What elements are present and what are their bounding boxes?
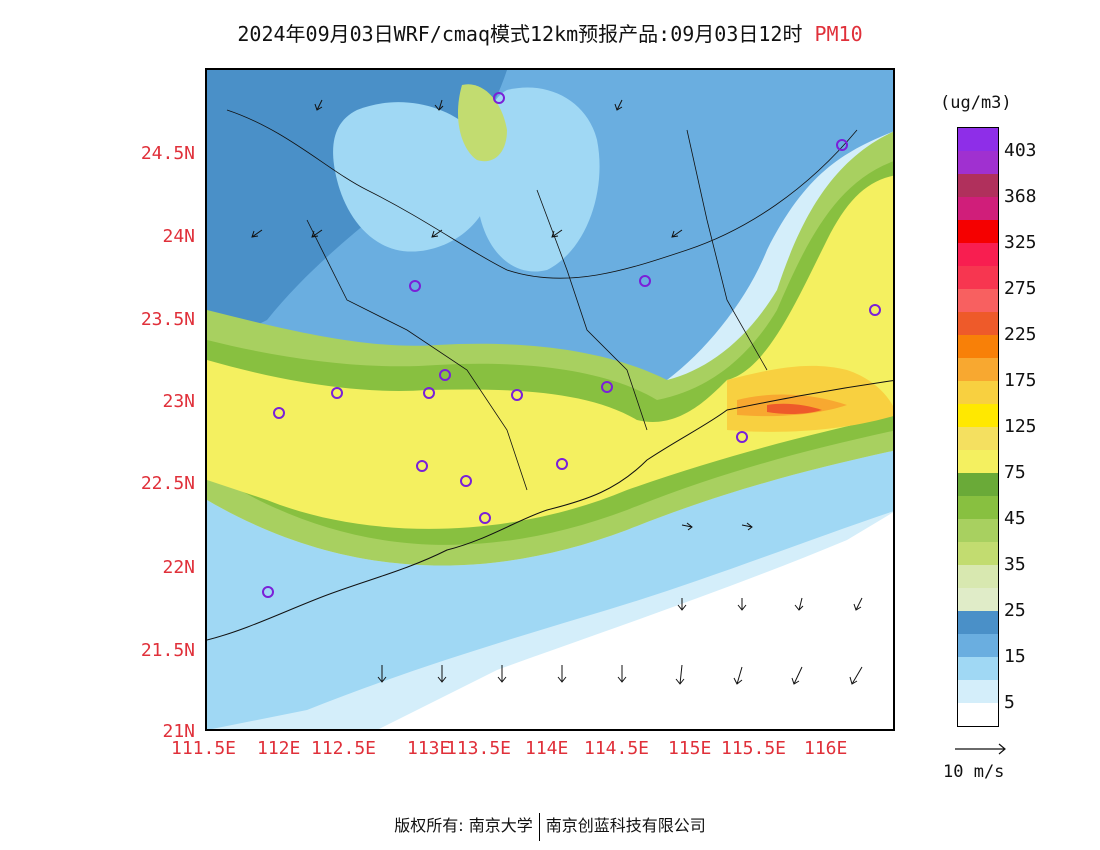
north-green-spot (457, 84, 507, 162)
x-tick-112-5e: 112.5E (311, 738, 377, 759)
x-tick-116e: 116E (804, 738, 848, 759)
legend-swatch (958, 611, 998, 634)
legend-label: 15 (1004, 646, 1026, 667)
legend-label: 225 (1004, 324, 1037, 345)
legend-swatch (958, 266, 998, 289)
legend-swatch (958, 427, 998, 450)
station-markers (262, 92, 881, 598)
legend-label: 403 (1004, 140, 1037, 161)
legend-swatch (958, 680, 998, 703)
legend-swatch (958, 197, 998, 220)
x-tick-111-5e: 111.5E (171, 738, 237, 759)
coast-band-light (207, 450, 893, 729)
central-light-patch (477, 87, 600, 272)
legend-swatch (958, 128, 998, 151)
legend-swatch (958, 588, 998, 611)
map-title: 2024年09月03日WRF/cmaq模式12km预报产品:09月03日12时 P… (0, 18, 1100, 47)
legend-swatch (958, 519, 998, 542)
legend-swatch (958, 243, 998, 266)
x-tick-115-5e: 115.5E (721, 738, 787, 759)
legend-swatch (958, 450, 998, 473)
x-tick-115e: 115E (668, 738, 712, 759)
y-tick-24n: 24N (162, 226, 195, 247)
title-variable: PM10 (814, 22, 863, 46)
legend-swatch (958, 634, 998, 657)
y-tick-23n: 23N (162, 391, 195, 412)
legend-label: 275 (1004, 278, 1037, 299)
legend-unit: (ug/m3) (940, 93, 1012, 113)
county-boundary-1 (306, 219, 528, 491)
legend-swatch (958, 473, 998, 496)
legend-swatch (958, 174, 998, 197)
y-tick-22n: 22N (162, 557, 195, 578)
county-boundary-3 (686, 129, 768, 371)
pollution-map (207, 70, 893, 729)
legend-swatch (958, 381, 998, 404)
y-tick-21n: 21N (162, 721, 195, 742)
legend-swatch (958, 404, 998, 427)
x-tick-114e: 114E (525, 738, 569, 759)
pm-peak-zone (767, 403, 822, 415)
legend-swatch (958, 496, 998, 519)
legend-swatch (958, 335, 998, 358)
legend-swatch (958, 703, 998, 726)
legend-label: 45 (1004, 508, 1026, 529)
legend-swatch (958, 151, 998, 174)
legend-label: 368 (1004, 186, 1037, 207)
legend-label: 75 (1004, 462, 1026, 483)
y-tick-21-5n: 21.5N (140, 640, 195, 661)
inland-light-patch (333, 102, 494, 252)
footer-right: 南京创蓝科技有限公司 (545, 816, 706, 835)
legend-swatch (958, 289, 998, 312)
legend-label: 175 (1004, 370, 1037, 391)
legend-label: 5 (1004, 692, 1015, 713)
legend-label: 25 (1004, 600, 1026, 621)
y-tick-23-5n: 23.5N (140, 309, 195, 330)
footer-left: 版权所有: 南京大学 (394, 816, 533, 835)
y-tick-22-5n: 22.5N (140, 473, 195, 494)
x-tick-113-5e: 113.5E (446, 738, 512, 759)
x-tick-114-5e: 114.5E (584, 738, 650, 759)
legend-swatch (958, 657, 998, 680)
title-main: 2024年09月03日WRF/cmaq模式12km预报产品:09月03日12时 (237, 22, 803, 46)
wind-key-label: 10 m/s (943, 762, 1005, 782)
wind-vectors (251, 99, 863, 685)
legend-label: 325 (1004, 232, 1037, 253)
coastline (207, 380, 893, 641)
legend-swatch (958, 565, 998, 588)
wind-key-arrow (955, 743, 1006, 755)
color-legend (957, 127, 999, 727)
footer-separator (538, 812, 540, 841)
legend-swatch (958, 542, 998, 565)
x-tick-112e: 112E (257, 738, 301, 759)
county-boundary-2 (536, 189, 648, 431)
open-sea (379, 512, 893, 729)
legend-label: 125 (1004, 416, 1037, 437)
province-boundary (226, 109, 858, 279)
y-tick-24-5n: 24.5N (140, 143, 195, 164)
legend-swatch (958, 358, 998, 381)
copyright-footer: 版权所有: 南京大学 南京创蓝科技有限公司 (0, 812, 1100, 841)
x-tick-113e: 113E (407, 738, 451, 759)
legend-swatch (958, 220, 998, 243)
legend-label: 35 (1004, 554, 1026, 575)
map-panel (205, 68, 895, 731)
legend-swatch (958, 312, 998, 335)
pm-yellow-zone (207, 175, 893, 529)
